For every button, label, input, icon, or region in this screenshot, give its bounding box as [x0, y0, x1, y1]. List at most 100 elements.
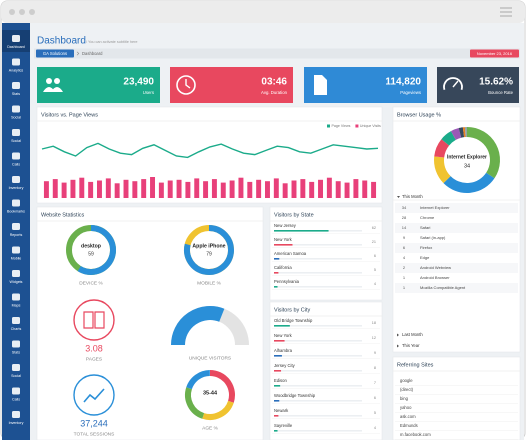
- referrer-name[interactable]: yahoo: [400, 405, 412, 410]
- sidebar-label[interactable]: Dashboard: [7, 45, 25, 49]
- donut-center-value: 79: [206, 251, 212, 257]
- referrer-name[interactable]: ask.com: [400, 414, 416, 419]
- bar-track: [274, 340, 362, 342]
- row-bg: [395, 243, 518, 253]
- sidebar-icon: [12, 35, 20, 42]
- sidebar-label[interactable]: Analytics: [9, 68, 24, 72]
- sidebar-label[interactable]: Stats: [12, 350, 20, 354]
- location-value: 9: [374, 351, 376, 355]
- period-heading[interactable]: This Year: [402, 343, 420, 348]
- bar: [274, 400, 280, 402]
- icon: [54, 78, 60, 84]
- icon-ring: [73, 299, 115, 341]
- sidebar-label[interactable]: Social: [11, 115, 21, 119]
- sidebar-label[interactable]: Maps: [12, 303, 21, 307]
- row-bg: [395, 263, 518, 273]
- browser-name: Safari (in-app): [420, 235, 446, 240]
- icon: [314, 75, 327, 95]
- donut-segment: [434, 156, 451, 184]
- bar: [371, 181, 377, 198]
- breadcrumb-button[interactable]: [36, 49, 74, 58]
- location-name: Jersey City: [274, 363, 296, 368]
- bar: [211, 179, 217, 198]
- sidebar-label[interactable]: Calls: [12, 162, 20, 166]
- panel-title: Visitors vs. Page Views: [41, 112, 98, 118]
- breadcrumb-item[interactable]: Dashboard: [82, 51, 103, 56]
- donut-center-label: Apple iPhone: [192, 243, 225, 249]
- period-heading[interactable]: This Month: [402, 194, 423, 199]
- sidebar-label[interactable]: Inventory: [9, 421, 24, 425]
- referrer-name[interactable]: m.facebook.com: [400, 432, 431, 437]
- sidebar-label[interactable]: Charts: [11, 327, 22, 331]
- location-value: 6: [374, 396, 376, 400]
- browser-value: 14: [402, 225, 407, 230]
- referrer-name[interactable]: Edmunds: [400, 423, 418, 428]
- sidebar-icon: [12, 129, 20, 136]
- browser-value: 9: [403, 235, 406, 240]
- line: [41, 142, 379, 159]
- location-value: 8: [374, 366, 376, 370]
- sidebar-label[interactable]: Mobile: [11, 256, 22, 260]
- bar: [79, 177, 85, 198]
- sidebar-label[interactable]: Social: [11, 139, 21, 143]
- sidebar-label[interactable]: Reports: [10, 233, 23, 237]
- panel-title: Website Statistics: [41, 212, 85, 218]
- donut-segment: [441, 131, 457, 146]
- bar-track: [274, 355, 362, 357]
- bar: [88, 181, 94, 198]
- age-ring: [202, 400, 234, 420]
- location-name: New York: [274, 237, 293, 242]
- location-value: 12: [372, 336, 376, 340]
- sidebar-label[interactable]: Social: [11, 374, 21, 378]
- bar-track: [274, 415, 362, 417]
- referrer-name[interactable]: (direct): [400, 387, 414, 392]
- sidebar-label[interactable]: Bookmarks: [7, 209, 25, 213]
- stat-value: 15.62%: [479, 77, 513, 88]
- window-dot: [29, 9, 35, 15]
- breadcrumb-item[interactable]: GA Solutions: [43, 51, 67, 56]
- referrer-name[interactable]: bing: [400, 396, 409, 401]
- sidebar-label[interactable]: Calls: [12, 397, 20, 401]
- stat-card: [437, 67, 519, 103]
- date-button[interactable]: [470, 49, 519, 58]
- sidebar-icon: [12, 246, 20, 254]
- browser-value: 2: [403, 265, 406, 270]
- donut-arc: [77, 225, 116, 275]
- caret: [397, 344, 399, 348]
- sidebar-label[interactable]: Inventory: [9, 186, 24, 190]
- row-bg: [395, 223, 518, 233]
- legend-label: Unique Visits: [360, 124, 381, 128]
- period-heading[interactable]: Last Month: [402, 332, 423, 337]
- bar-track: [274, 400, 362, 402]
- stat-caption: AGE %: [202, 425, 218, 431]
- sidebar-icon: [12, 387, 20, 395]
- breadcrumb-chevron: [76, 51, 80, 56]
- browser-value: 28: [402, 215, 407, 220]
- caret: [397, 333, 399, 337]
- window-dot: [19, 9, 25, 15]
- bar: [274, 340, 285, 342]
- stat-caption: TOTAL SESSIONS: [74, 431, 115, 437]
- stat-caption: DEVICE %: [79, 280, 103, 286]
- bar-track: [274, 385, 362, 387]
- bar: [309, 181, 315, 198]
- bar: [114, 183, 120, 198]
- bar-track: [274, 325, 362, 327]
- bar-track: [274, 286, 362, 288]
- referrer-name[interactable]: google: [400, 378, 413, 383]
- bar: [274, 230, 329, 232]
- donut-center-value: 59: [88, 251, 94, 257]
- location-name: Edison: [274, 378, 287, 383]
- date-label[interactable]: November 23, 2016: [477, 51, 513, 56]
- browser-value: 1: [403, 285, 406, 290]
- window-dot: [9, 9, 15, 15]
- menu-icon[interactable]: [500, 7, 512, 17]
- location-name: Woodbridge Township: [274, 393, 316, 398]
- stat-card: [37, 67, 160, 103]
- location-name: New York: [274, 333, 293, 338]
- sidebar-label[interactable]: Widgets: [10, 280, 23, 284]
- bar: [105, 178, 111, 198]
- sidebar-label[interactable]: Stats: [12, 92, 20, 96]
